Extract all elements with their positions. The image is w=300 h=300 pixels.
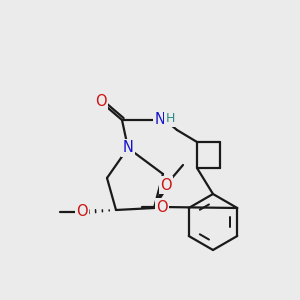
Text: O: O: [156, 200, 168, 214]
Text: O: O: [95, 94, 107, 110]
Text: O: O: [160, 178, 172, 193]
Text: N: N: [123, 140, 134, 155]
Text: O: O: [76, 205, 88, 220]
Polygon shape: [154, 184, 168, 208]
Text: N: N: [154, 112, 165, 128]
Text: H: H: [165, 112, 175, 125]
